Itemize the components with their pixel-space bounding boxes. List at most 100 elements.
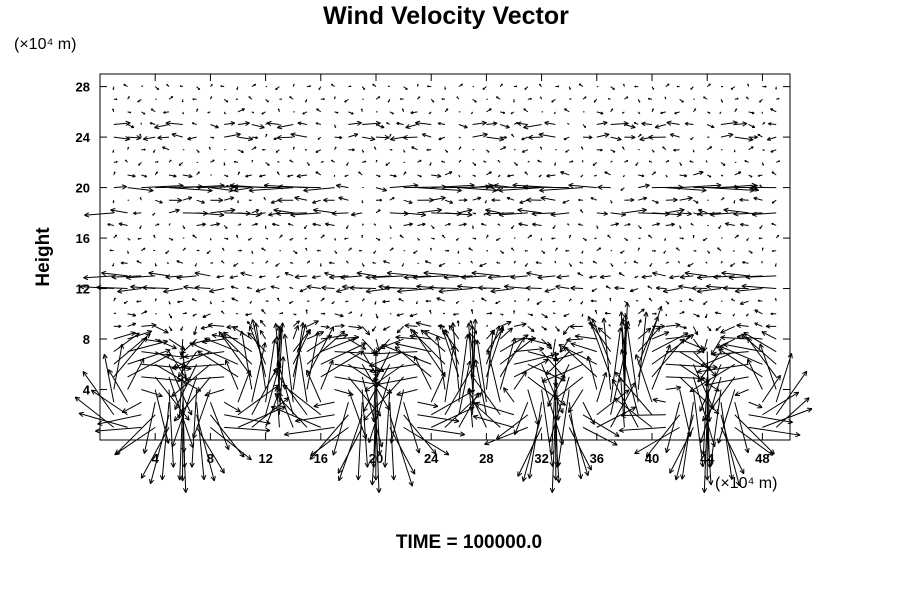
wind-vector <box>610 200 613 204</box>
wind-vector <box>662 146 667 151</box>
wind-vector <box>233 262 239 267</box>
wind-vector <box>221 260 225 264</box>
wind-vector <box>552 300 556 303</box>
wind-vector <box>458 124 468 129</box>
wind-vector <box>503 284 528 290</box>
wind-vector <box>510 274 528 280</box>
wind-vector <box>237 369 252 403</box>
wind-vector <box>609 297 612 302</box>
wind-vector <box>608 324 611 327</box>
wind-vector <box>554 162 556 166</box>
wind-vector <box>417 222 426 227</box>
wind-vector <box>489 184 528 190</box>
wind-vector <box>500 135 507 139</box>
wind-vector <box>458 392 480 428</box>
wind-vector <box>753 196 763 201</box>
wind-vector <box>601 317 612 390</box>
wind-vector <box>483 212 487 216</box>
wind-vector <box>259 174 266 178</box>
wind-vector <box>506 196 515 201</box>
wind-vector <box>688 298 694 302</box>
wind-vector <box>305 309 308 314</box>
wind-vector <box>224 237 229 240</box>
wind-vector <box>237 249 242 252</box>
wind-vector <box>429 247 432 251</box>
wind-vector <box>123 300 128 304</box>
wind-vector <box>233 160 239 163</box>
wind-vector <box>258 275 266 279</box>
wind-vector <box>684 121 694 126</box>
wind-vector <box>142 285 170 291</box>
wind-vector <box>540 237 543 241</box>
wind-vector <box>486 171 492 176</box>
wind-vector <box>110 208 128 214</box>
wind-vector <box>348 133 359 138</box>
wind-vector <box>375 414 382 493</box>
wind-vector <box>621 146 625 151</box>
wind-vector <box>382 299 390 304</box>
wind-vector <box>338 196 349 201</box>
wind-vector <box>334 250 338 254</box>
wind-vector <box>140 427 170 479</box>
wind-vector <box>706 250 711 254</box>
wind-vector <box>720 99 723 103</box>
wind-vector <box>706 124 715 129</box>
wind-vector <box>734 389 749 397</box>
wind-vector <box>757 299 763 303</box>
wind-vector <box>579 261 584 264</box>
wind-vector <box>582 124 587 129</box>
wind-vector <box>720 260 723 264</box>
wind-vector <box>702 376 736 422</box>
wind-vector <box>304 237 308 240</box>
wind-vector <box>507 174 515 178</box>
wind-vector <box>428 285 459 291</box>
wind-vector <box>166 83 170 87</box>
wind-vector <box>665 83 670 88</box>
wind-vector <box>438 262 446 267</box>
wind-vector <box>499 250 504 254</box>
wind-vector <box>382 389 391 468</box>
wind-vector <box>320 312 326 315</box>
wind-vector <box>664 96 667 100</box>
wind-vector <box>665 322 681 328</box>
wind-vector <box>334 135 343 140</box>
wind-vector <box>599 274 611 280</box>
wind-vector <box>706 111 711 114</box>
wind-vector <box>251 83 257 88</box>
wind-vector <box>748 414 793 425</box>
wind-vector <box>192 313 197 317</box>
wind-vector <box>556 389 570 467</box>
wind-vector <box>582 401 595 425</box>
wind-vector <box>696 363 749 374</box>
wind-vector <box>141 310 148 315</box>
wind-vector <box>399 234 404 239</box>
wind-vector <box>762 85 767 88</box>
wind-vector <box>531 222 542 227</box>
wind-vector <box>154 171 158 176</box>
wind-vector <box>323 197 335 203</box>
wind-vector <box>127 174 136 178</box>
wind-vector <box>222 300 225 303</box>
wind-vector <box>246 286 252 290</box>
wind-vector <box>183 351 225 360</box>
wind-vector <box>678 284 694 290</box>
wind-vector <box>438 136 446 141</box>
wind-vector <box>334 111 339 114</box>
wind-vector <box>371 274 404 280</box>
wind-vector <box>348 148 355 152</box>
wind-vector <box>149 414 170 485</box>
wind-vector <box>448 324 460 340</box>
wind-vector <box>275 86 280 91</box>
wind-vector <box>417 174 422 178</box>
wind-vector <box>224 359 239 390</box>
wind-vector <box>665 313 668 317</box>
wind-vector <box>720 85 724 88</box>
wind-vector <box>692 149 695 153</box>
wind-vector <box>638 174 645 178</box>
wind-vector <box>417 414 460 424</box>
wind-vector <box>396 121 404 126</box>
wind-vector <box>456 96 460 100</box>
wind-vector <box>592 260 598 264</box>
wind-vector <box>555 284 570 290</box>
wind-vector <box>714 311 722 315</box>
